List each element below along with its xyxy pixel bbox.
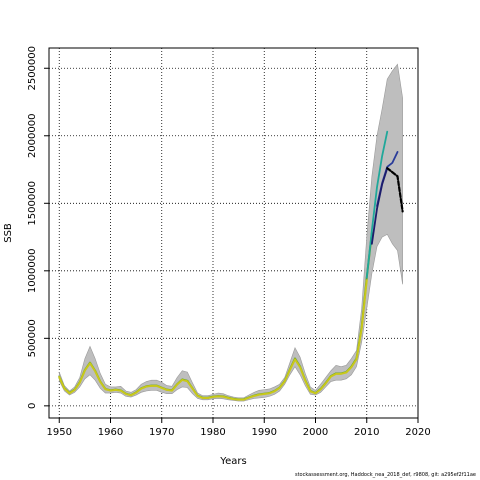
- grid-layer: [49, 48, 419, 418]
- y-tick-label: 500000: [27, 319, 38, 357]
- y-axis-label: SSB: [3, 223, 14, 243]
- x-tick-label: 1980: [200, 427, 225, 438]
- y-tick-label: 2500000: [27, 46, 38, 91]
- x-tick-label: 2020: [405, 427, 430, 438]
- x-tick-label: 1960: [98, 427, 123, 438]
- x-tick-label: 2010: [354, 427, 379, 438]
- x-axis-label: Years: [219, 456, 246, 467]
- y-tick-label: 0: [27, 403, 38, 409]
- y-tick-label: 1000000: [27, 249, 38, 294]
- y-tick-label: 2000000: [27, 114, 38, 159]
- x-tick-label: 2000: [303, 427, 328, 438]
- series-line-4: [370, 167, 389, 245]
- x-tick-label: 1950: [47, 427, 72, 438]
- source-footer: stockassessment.org, Haddock_nea_2018_de…: [294, 472, 476, 478]
- y-tick-label: 1500000: [27, 181, 38, 226]
- series-line-2: [365, 130, 389, 279]
- axis-layer: 1950 1960 1970 1980 1990 2000 2010 2020 0 500000 1…: [27, 46, 431, 438]
- x-tick-label: 1970: [149, 427, 174, 438]
- x-tick-label: 1990: [252, 427, 277, 438]
- series-line-0: [58, 232, 373, 401]
- series-line-5: [386, 167, 404, 213]
- plot-frame: [48, 47, 419, 419]
- series-line-1: [58, 279, 368, 401]
- series-layer: [58, 130, 404, 401]
